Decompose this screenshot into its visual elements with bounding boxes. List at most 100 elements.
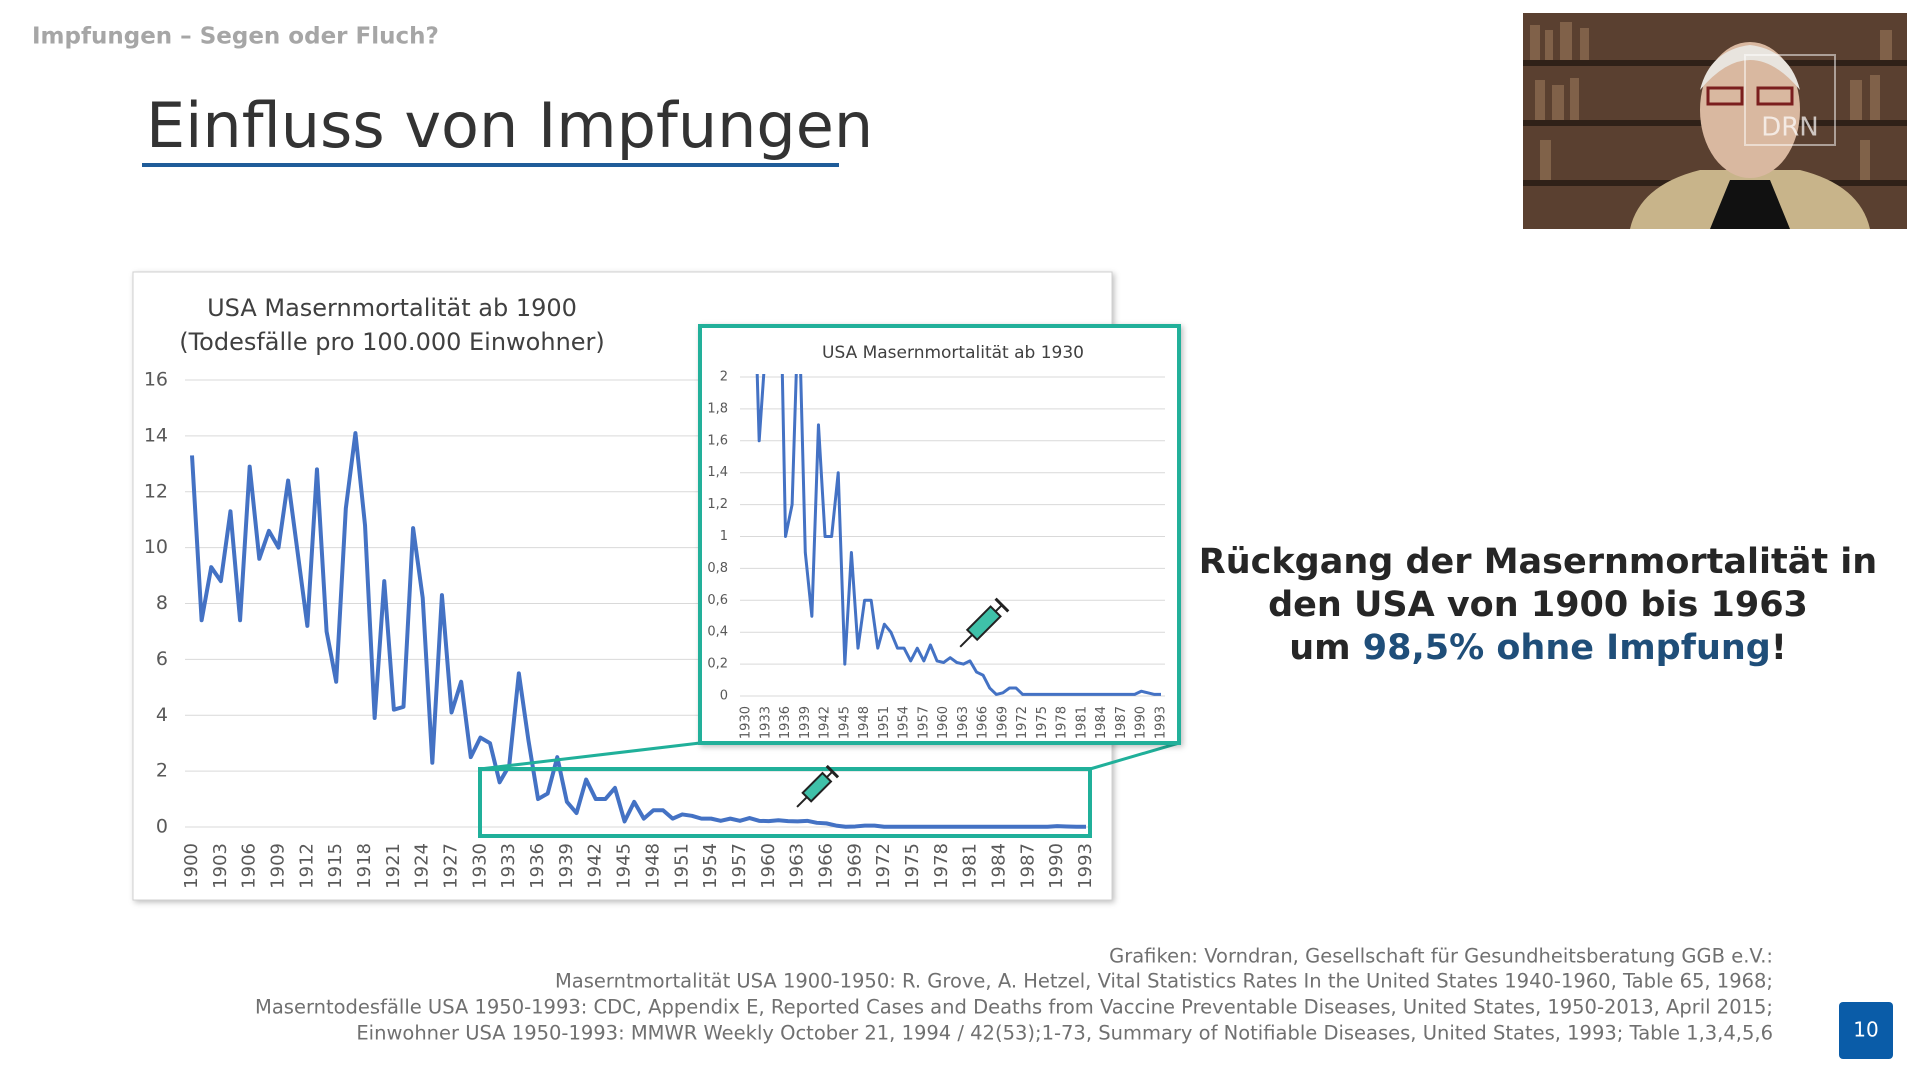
x-tick-label: 1960 <box>936 706 951 739</box>
x-tick-label: 1933 <box>498 843 519 889</box>
x-tick-label: 1993 <box>1075 843 1096 889</box>
sources: Grafiken: Vorndran, Gesellschaft für Ges… <box>255 945 1773 1045</box>
x-tick-label: 1930 <box>469 843 490 889</box>
x-tick-label: 1960 <box>758 843 779 889</box>
y-tick-label: 14 <box>144 424 168 446</box>
x-tick-label: 1978 <box>1055 706 1070 739</box>
x-tick-label: 1957 <box>729 843 750 889</box>
x-tick-label: 1972 <box>873 843 894 889</box>
x-tick-label: 1981 <box>1074 706 1089 739</box>
main-chart: USA Masernmortalität ab 1900 (Todesfälle … <box>144 294 1096 889</box>
y-tick-label: 6 <box>156 648 168 670</box>
x-tick-label: 1951 <box>877 706 892 739</box>
x-tick-label: 1954 <box>897 706 912 739</box>
data-line <box>755 374 1161 696</box>
inset-frame <box>698 324 1181 745</box>
zoom-connector <box>1089 741 1180 771</box>
x-tick-label: 1954 <box>700 843 721 889</box>
y-tick-label: 8 <box>156 592 168 614</box>
x-tick-label: 1939 <box>556 843 577 889</box>
x-tick-label: 1906 <box>239 843 260 889</box>
x-tick-label: 1942 <box>585 843 606 889</box>
x-tick-label: 1942 <box>818 706 833 739</box>
y-tick-label: 0,4 <box>707 625 728 640</box>
x-tick-label: 1993 <box>1154 706 1169 739</box>
source-line: Einwohner USA 1950-1993: MMWR Weekly Oct… <box>356 1022 1773 1045</box>
x-tick-label: 1951 <box>671 843 692 889</box>
x-tick-label: 1966 <box>976 706 991 739</box>
source-line: Maserntodesfälle USA 1950-1993: CDC, App… <box>255 996 1773 1019</box>
x-tick-label: 1987 <box>1114 706 1129 739</box>
x-tick-label: 1948 <box>857 706 872 739</box>
x-tick-label: 1936 <box>778 706 793 739</box>
x-tick-label: 1963 <box>956 706 971 739</box>
x-tick-label: 1933 <box>758 706 773 739</box>
callout-line: um 98,5% ohne Impfung! <box>1289 628 1787 668</box>
y-tick-label: 0 <box>156 816 168 838</box>
slide-title: Einfluss von Impfungen <box>146 89 873 162</box>
inset-chart: USA Masernmortalität ab 1930 0 0,2 0,4 0,6 0,… <box>707 343 1169 739</box>
chart-title: (Todesfälle pro 100.000 Einwohner) <box>179 328 605 356</box>
x-tick-label: 1945 <box>837 706 852 739</box>
source-line: Maserntmortalität USA 1900-1950: R. Grov… <box>555 970 1773 993</box>
x-tick-label: 1957 <box>916 706 931 739</box>
x-tick-label: 1978 <box>931 843 952 889</box>
chart-title: USA Masernmortalität ab 1900 <box>207 294 577 322</box>
x-tick-label: 1972 <box>1015 706 1030 739</box>
x-tick-label: 1981 <box>960 843 981 889</box>
y-tick-label: 1,6 <box>707 433 728 448</box>
source-line: Grafiken: Vorndran, Gesellschaft für Ges… <box>1109 945 1773 968</box>
x-tick-label: 1939 <box>798 706 813 739</box>
x-tick-label: 1900 <box>181 843 202 889</box>
callout: Rückgang der Masernmortalität in den USA… <box>1199 542 1877 668</box>
x-tick-label: 1984 <box>988 843 1009 889</box>
callout-highlight: 98,5% ohne Impfung <box>1363 628 1771 668</box>
x-tick-label: 1969 <box>995 706 1010 739</box>
y-tick-label: 0,6 <box>707 593 728 608</box>
syringe-icon <box>796 764 840 808</box>
x-tick-label: 1969 <box>844 843 865 889</box>
y-tick-label: 4 <box>156 704 168 726</box>
x-tick-label: 1987 <box>1017 843 1038 889</box>
x-tick-label: 1921 <box>383 843 404 889</box>
x-tick-label: 1924 <box>412 843 433 889</box>
x-tick-label: 1975 <box>902 843 923 889</box>
x-tick-label: 1990 <box>1046 843 1067 889</box>
x-tick-label: 1963 <box>787 843 808 889</box>
y-tick-label: 1 <box>720 529 728 544</box>
x-tick-label: 1903 <box>210 843 231 889</box>
zoom-highlight <box>478 767 1092 838</box>
y-tick-label: 16 <box>144 369 168 391</box>
x-tick-label: 1990 <box>1134 706 1149 739</box>
webcam: DRN <box>1523 13 1907 229</box>
data-line <box>190 431 1086 829</box>
x-tick-label: 1909 <box>268 843 289 889</box>
y-tick-label: 2 <box>720 370 728 385</box>
syringe-icon <box>959 597 1010 648</box>
y-tick-label: 0,8 <box>707 561 728 576</box>
chart-title: USA Masernmortalität ab 1930 <box>822 343 1084 363</box>
callout-text: ! <box>1771 628 1787 668</box>
y-tick-label: 1,2 <box>707 497 728 512</box>
title-underline <box>142 163 839 167</box>
y-tick-label: 0 <box>720 689 728 704</box>
y-tick-label: 12 <box>144 480 168 502</box>
x-tick-label: 1966 <box>815 843 836 889</box>
x-tick-label: 1918 <box>354 843 375 889</box>
page-number-box <box>1839 1002 1893 1059</box>
x-tick-label: 1945 <box>614 843 635 889</box>
webcam-logo: DRN <box>1761 113 1819 143</box>
x-tick-label: 1975 <box>1035 706 1050 739</box>
x-tick-label: 1930 <box>739 706 754 739</box>
zoom-connector <box>479 741 701 771</box>
y-tick-label: 10 <box>144 536 168 558</box>
y-tick-label: 1,8 <box>707 401 728 416</box>
x-tick-label: 1984 <box>1094 706 1109 739</box>
y-tick-label: 0,2 <box>707 657 728 672</box>
x-tick-label: 1948 <box>642 843 663 889</box>
callout-text: um <box>1289 628 1363 668</box>
x-tick-label: 1927 <box>441 843 462 889</box>
callout-line: den USA von 1900 bis 1963 <box>1268 585 1808 625</box>
y-tick-label: 1,4 <box>707 465 728 480</box>
